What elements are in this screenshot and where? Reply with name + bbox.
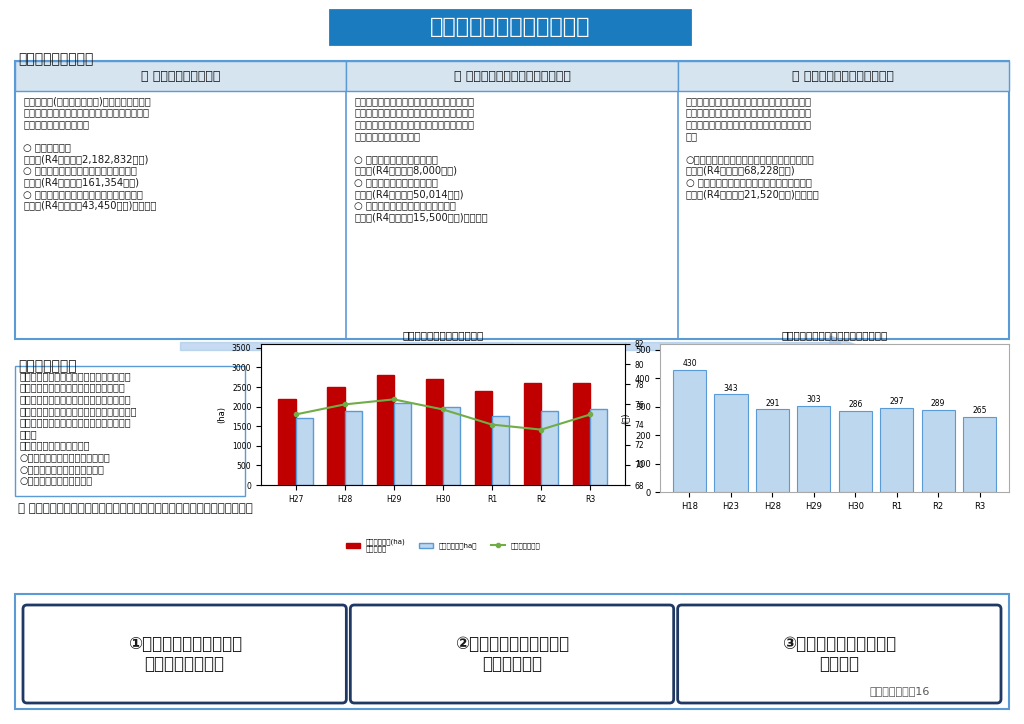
Y-axis label: (人): (人) [621, 413, 630, 424]
Text: 再造林対策の強化について: 再造林対策の強化について [430, 17, 590, 37]
Text: 森林整備(造林・下刈り等)や、公益上重要な
森林における速やかな再造林の支援、主伐・再
造林の一貫作業等の推進

○ 森林整備事業
　　　(R4予算額：2,18: 森林整備(造林・下刈り等)や、公益上重要な 森林における速やかな再造林の支援、主… [23, 96, 157, 211]
Polygon shape [830, 336, 860, 356]
Bar [475, 391, 492, 485]
Bar [573, 383, 590, 485]
Text: ドローンによる苗木運搬や動力ドリルによ
る植栽軽労化の実証、スマート林業技術の導
入支援、レーザ計測データを活用した森林施
業モデルの検討等を推進

○ 森林整: ドローンによる苗木運搬や動力ドリルによ る植栽軽労化の実証、スマート林業技術の導… [354, 96, 488, 222]
Bar [963, 417, 996, 492]
Bar [541, 411, 558, 485]
Bar [426, 379, 442, 485]
Text: 265: 265 [973, 406, 987, 416]
再造林率（％） [436, 405, 449, 414]
Text: 297: 297 [890, 397, 904, 406]
Bar [715, 395, 748, 492]
Text: 303: 303 [807, 395, 821, 405]
Text: ＜現状と課題＞: ＜現状と課題＞ [18, 359, 77, 373]
Bar [798, 406, 830, 492]
Bar [839, 411, 871, 492]
Text: １ 適切な再造林の推進: １ 適切な再造林の推進 [141, 70, 220, 83]
Line: 再造林率（％）: 再造林率（％） [294, 397, 592, 432]
Text: ②造林作業を担う人材の
　確保・育成: ②造林作業を担う人材の 確保・育成 [455, 635, 569, 673]
Bar [328, 387, 345, 485]
Bar [330, 10, 690, 44]
Bar [296, 418, 312, 485]
FancyBboxPatch shape [23, 605, 346, 703]
Text: 430: 430 [682, 359, 696, 369]
Bar [15, 366, 245, 496]
Text: ３ 優良苗木の生産拡大の推進: ３ 優良苗木の生産拡大の推進 [793, 70, 894, 83]
Bar [678, 61, 1009, 91]
FancyBboxPatch shape [678, 605, 1001, 703]
再造林率（％） [535, 425, 547, 434]
Bar [279, 399, 296, 485]
Bar [492, 416, 509, 485]
FancyBboxPatch shape [350, 605, 674, 703]
再造林率（％） [584, 410, 596, 418]
Bar [377, 375, 394, 485]
Bar [922, 410, 954, 492]
Bar [15, 594, 1009, 709]
Bar [673, 369, 707, 492]
Bar [590, 408, 607, 485]
再造林率（％） [485, 420, 498, 429]
Text: 286: 286 [848, 400, 862, 409]
Bar [15, 61, 346, 91]
Text: 採穂園の造成や苗木生産施設整備の支援等に
より、品種の明確な優良苗木の安定供給や、年
間通じて植栽が可能なコンテナ苗の生産拡大を
推進

○「品種の明確な優良苗: 採穂園の造成や苗木生産施設整備の支援等に より、品種の明確な優良苗木の安定供給や… [686, 96, 819, 199]
Y-axis label: (ha): (ha) [217, 406, 226, 423]
Text: 343: 343 [724, 384, 738, 393]
Legend: 伐採計画面積(ha)
（計画値）, 再造林面積（ha）, 再造林率（％）: 伐採計画面積(ha) （計画値）, 再造林面積（ha）, 再造林率（％） [343, 535, 543, 555]
Text: 291: 291 [765, 399, 779, 408]
Text: 「持続可能なみやざきの森林・林業・木
材産業の確立」のためには、「伐って・
使って・すぐ植える」森林資源の循環サイ
クルを推進することが必要不可欠であるが、
現: 「持続可能なみやざきの森林・林業・木 材産業の確立」のためには、「伐って・ 使っ… [20, 371, 137, 485]
Title: 県内民有林再造林率等の推移: 県内民有林再造林率等の推移 [402, 330, 483, 340]
Text: 環境森林部　　16: 環境森林部 16 [870, 686, 931, 696]
Bar [756, 409, 788, 492]
Title: ８つの森林組合造林作業須員数の推移: ８つの森林組合造林作業須員数の推移 [781, 330, 888, 340]
再造林率（％） [388, 395, 400, 404]
Text: ①再造林の意識醸成及び
　推進体制の強化: ①再造林の意識醸成及び 推進体制の強化 [128, 635, 242, 673]
Bar [346, 61, 678, 91]
Text: ２ 再造林の効率化・省力化の推進: ２ 再造林の効率化・省力化の推進 [454, 70, 570, 83]
Bar [345, 411, 361, 485]
再造林率（％） [339, 400, 351, 409]
Bar [881, 408, 913, 492]
Text: ＜ 再造林対策を強化するため、新たに取り組む対策（再造林強化対策）＞: ＜ 再造林対策を強化するため、新たに取り組む対策（再造林強化対策）＞ [18, 502, 253, 515]
Bar [442, 407, 460, 485]
Bar [524, 383, 541, 485]
再造林率（％） [290, 410, 302, 418]
Text: ③造林に取り組む事業体
　の育成: ③造林に取り組む事業体 の育成 [782, 635, 896, 673]
Bar [15, 61, 1009, 339]
Text: 289: 289 [931, 400, 945, 408]
Bar [394, 403, 411, 485]
Text: ＜これまでの取組＞: ＜これまでの取組＞ [18, 52, 93, 66]
